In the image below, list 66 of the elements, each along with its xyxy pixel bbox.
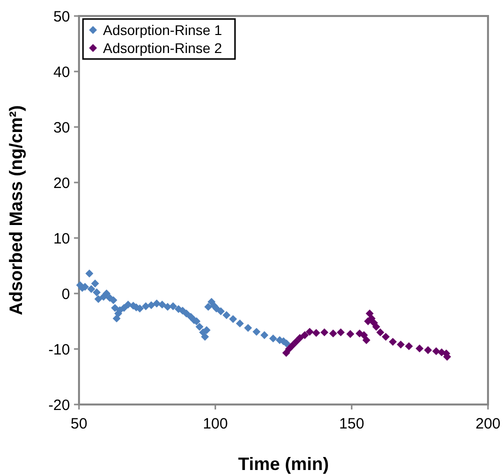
point (320, 328, 328, 336)
point (260, 331, 268, 340)
point (236, 320, 244, 328)
point (382, 332, 390, 341)
point (296, 334, 304, 342)
point (306, 328, 314, 336)
point (366, 310, 374, 318)
x-tick-label: 150 (339, 416, 364, 432)
point (85, 270, 94, 278)
point (416, 344, 424, 352)
point (201, 332, 209, 341)
point (212, 304, 220, 312)
x-axis-title: Time (min) (238, 454, 329, 474)
point (94, 295, 102, 304)
point (111, 304, 119, 312)
x-tick-label: 200 (475, 416, 501, 432)
y-tick-label: 30 (53, 119, 70, 136)
point (147, 301, 156, 310)
point (288, 342, 296, 350)
point (312, 328, 320, 337)
legend-label: Adsorption-Rinse 1 (103, 22, 222, 38)
y-tick-label: 50 (53, 8, 70, 26)
point (292, 338, 300, 346)
point (244, 324, 252, 332)
point (396, 340, 405, 349)
x-tick-label: 50 (70, 416, 88, 432)
point (222, 311, 230, 320)
point (424, 346, 432, 354)
point (372, 322, 380, 331)
point (196, 322, 204, 331)
y-tick-label: -20 (48, 396, 70, 414)
y-tick-label: 40 (53, 64, 70, 81)
legend-label: Adsorption-Rinse 2 (103, 40, 222, 56)
x-tick-label: 100 (202, 416, 228, 432)
point (362, 336, 370, 344)
point (164, 302, 172, 311)
point (269, 334, 278, 342)
point (102, 290, 110, 298)
y-tick-label: -10 (48, 341, 70, 358)
point (432, 347, 440, 356)
point (92, 288, 101, 296)
point (282, 339, 290, 348)
point (204, 302, 212, 311)
point (336, 328, 345, 336)
point (360, 331, 368, 340)
y-tick-label: 0 (62, 286, 70, 303)
point (152, 300, 161, 308)
point (404, 342, 413, 350)
point (329, 330, 338, 338)
point (158, 300, 166, 309)
y-axis-title: Adsorbed Mass (ng/cm²) (6, 105, 26, 316)
point (202, 326, 211, 334)
point (169, 302, 178, 310)
point (87, 285, 96, 294)
y-tick-label: 10 (53, 230, 70, 248)
point (376, 328, 384, 336)
point (300, 331, 309, 340)
point (120, 304, 128, 312)
point (252, 328, 260, 336)
point (91, 280, 100, 288)
y-tick-label: 20 (53, 174, 70, 192)
point (346, 330, 354, 338)
point (182, 310, 190, 318)
point (388, 338, 397, 346)
point (229, 315, 238, 323)
point (216, 307, 225, 316)
